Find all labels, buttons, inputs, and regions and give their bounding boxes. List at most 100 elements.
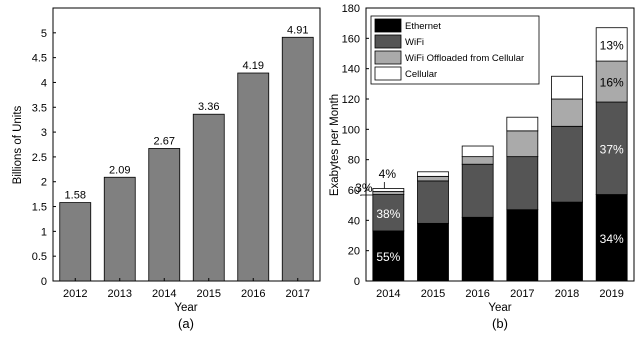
chart-a-data-label: 2.67 xyxy=(154,135,175,147)
chart-a-data-label: 2.09 xyxy=(109,164,130,176)
chart-a-bar xyxy=(281,36,314,282)
chart-b-annotation: 16% xyxy=(600,76,624,90)
chart-b-legend-swatch xyxy=(374,50,402,65)
chart-b-bar-segment xyxy=(461,163,494,218)
chart-b-bar-segment xyxy=(506,130,539,158)
chart-b-y-tick-label: 20 xyxy=(348,246,360,258)
chart-a-data-label: 4.19 xyxy=(243,60,264,72)
chart-b-x-tick-label: 2017 xyxy=(510,288,534,300)
chart-b-bar-segment xyxy=(595,60,628,103)
chart-b-legend: Ethernet WiFi WiFi Offloaded from Cellular… xyxy=(370,15,540,85)
chart-b-bar-segment xyxy=(506,209,539,282)
chart-a-y-tick-label: 2.5 xyxy=(32,152,47,164)
chart-a-y-tick-label: 4 xyxy=(41,77,47,89)
chart-a-y-tick-label: 0 xyxy=(41,276,47,288)
chart-b-bar-segment xyxy=(551,125,583,203)
chart-b-bar-segment xyxy=(372,230,405,282)
chart-b-y-tick-label: 40 xyxy=(348,215,360,227)
chart-b-bar-segment xyxy=(461,216,494,282)
chart-a-data-label: 3.36 xyxy=(198,101,219,113)
chart-b-y-axis: 0 20 40 60 80 100 120 140 160 180 xyxy=(342,3,369,288)
chart-a-y-tick-label: 0.5 xyxy=(32,251,47,263)
chart-b-bar-segment xyxy=(595,194,628,282)
chart-b-legend-swatch xyxy=(374,66,402,81)
chart-b-y-tick-label: 120 xyxy=(342,94,360,106)
chart-a-y-tick-label: 4.5 xyxy=(32,53,47,65)
chart-b-bar-segment xyxy=(417,222,449,282)
chart-b-bar-segment xyxy=(461,156,494,165)
chart-a-bars: 1.58 2.09 2.67 3.36 4.19 4.91 xyxy=(59,24,314,282)
chart-a-y-tick-label: 1 xyxy=(41,226,47,238)
chart-b-x-tick-label: 2014 xyxy=(376,288,400,300)
chart-b-legend-label: WiFi xyxy=(405,37,424,48)
chart-a-x-tick-label: 2015 xyxy=(197,288,221,300)
chart-a-y-tick-label: 3 xyxy=(41,127,47,139)
chart-b-annotation: 55% xyxy=(376,250,400,264)
chart-b-x-tick-label: 2018 xyxy=(555,288,579,300)
chart-b-legend-label: Cellular xyxy=(405,69,437,80)
chart-b-y-label: Exabytes per Month xyxy=(329,94,341,196)
chart-a: 0 0.5 1 1.5 2 2.5 3 3.5 4 4.5 5 1.58 2.09 2.67 3.36 4.… xyxy=(12,7,321,331)
chart-b-bar-segment xyxy=(506,156,539,211)
chart-b-plot-frame xyxy=(365,7,635,282)
chart-a-bar xyxy=(103,176,136,282)
chart-b-y-tick-label: 180 xyxy=(342,3,360,15)
chart-a-data-label: 1.58 xyxy=(65,190,86,202)
chart-b-bar-segment xyxy=(551,98,583,127)
chart-a-y-tick-label: 1.5 xyxy=(32,202,47,214)
chart-b-bar-segment xyxy=(595,27,628,62)
chart-b-annotation-leader xyxy=(360,194,373,196)
chart-b-y-tick-label: 100 xyxy=(342,124,360,136)
chart-a-plot-frame xyxy=(52,7,321,282)
chart-b-x-tick-label: 2015 xyxy=(421,288,445,300)
chart-a-x-tick-label: 2013 xyxy=(108,288,132,300)
chart-a-x-axis: 2012 2013 2014 2015 2016 2017 xyxy=(63,278,310,300)
chart-b-bar-segment xyxy=(551,201,583,282)
chart-b-bar-segment xyxy=(417,180,449,224)
chart-b-annotation: 13% xyxy=(600,38,624,52)
chart-a-y-axis: 0 0.5 1 1.5 2 2.5 3 3.5 4 4.5 5 xyxy=(32,28,56,288)
chart-a-x-tick-label: 2016 xyxy=(241,288,265,300)
chart-b-x-tick-label: 2016 xyxy=(465,288,489,300)
chart-b-bar-segment xyxy=(372,188,405,192)
chart-b-annotation: 37% xyxy=(600,142,624,156)
chart-b-annotation: 34% xyxy=(600,232,624,246)
chart-b-bars xyxy=(372,27,628,282)
chart-a-x-tick-label: 2017 xyxy=(286,288,310,300)
chart-a-y-tick-label: 3.5 xyxy=(32,102,47,114)
chart-b-legend-swatch xyxy=(374,18,402,33)
chart-b-x-tick-label: 2019 xyxy=(599,288,623,300)
chart-b-bar-segment xyxy=(417,175,449,182)
chart-b-annotation: 38% xyxy=(376,207,400,221)
chart-b-x-axis: 2014 2015 2016 2017 2018 2019 xyxy=(376,278,624,300)
chart-b-annotations: 55% 38%3% 4% 34% 37% 16% 13% xyxy=(355,38,624,264)
chart-a-bar xyxy=(192,113,225,282)
chart-b-bar-segment xyxy=(595,101,628,195)
chart-b-bar-segment xyxy=(372,191,405,195)
chart-b-bar-segment xyxy=(461,145,494,158)
chart-b-y-tick-label: 0 xyxy=(354,276,360,288)
chart-a-data-label: 4.91 xyxy=(287,24,308,36)
chart-b-bar-segment xyxy=(506,116,539,132)
chart-a-bar xyxy=(237,72,270,282)
chart-a-bar xyxy=(59,202,92,282)
chart-a-caption: (a) xyxy=(178,316,194,331)
chart-b-annotation: 3% xyxy=(355,181,373,195)
chart-a-y-label: Billions of Units xyxy=(12,105,24,184)
chart-a-y-tick-label: 2 xyxy=(41,177,47,189)
chart-a-x-label: Year xyxy=(174,302,197,314)
chart-b-caption: (b) xyxy=(492,316,508,331)
chart-b-legend-label: Ethernet xyxy=(405,21,441,32)
chart-b-bar-segment xyxy=(417,171,449,177)
chart-b-y-tick-label: 160 xyxy=(342,33,360,45)
chart-b-x-label: Year xyxy=(488,302,511,314)
chart-a-x-tick-label: 2014 xyxy=(152,288,176,300)
chart-b-annotation: 4% xyxy=(379,167,397,181)
chart-a-x-tick-label: 2012 xyxy=(63,288,87,300)
chart-b-bar-segment xyxy=(551,75,583,100)
chart-b-y-tick-label: 60 xyxy=(348,185,360,197)
chart-b-bar-segment xyxy=(372,194,405,232)
chart-b-legend-label: WiFi Offloaded from Cellular xyxy=(405,53,524,64)
